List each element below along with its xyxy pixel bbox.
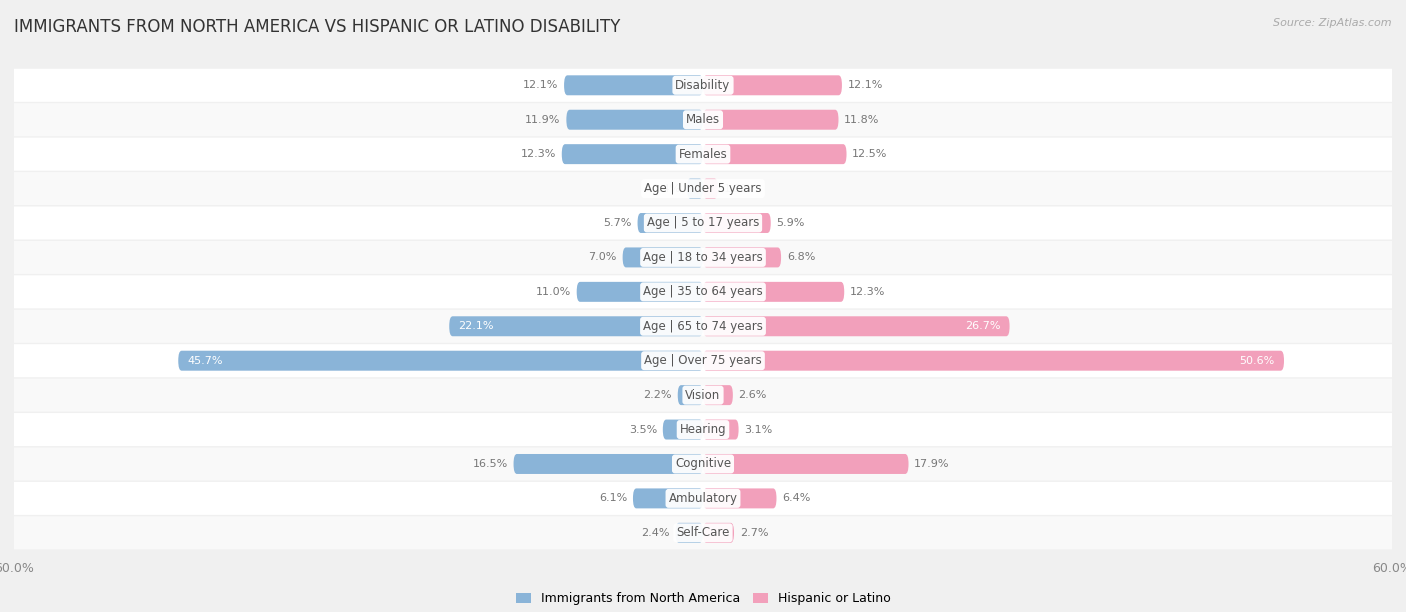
FancyBboxPatch shape (562, 144, 703, 164)
FancyBboxPatch shape (637, 213, 703, 233)
Legend: Immigrants from North America, Hispanic or Latino: Immigrants from North America, Hispanic … (516, 592, 890, 605)
FancyBboxPatch shape (3, 69, 1403, 102)
FancyBboxPatch shape (3, 482, 1403, 515)
Text: Disability: Disability (675, 79, 731, 92)
Text: Age | 18 to 34 years: Age | 18 to 34 years (643, 251, 763, 264)
FancyBboxPatch shape (3, 241, 1403, 274)
FancyBboxPatch shape (703, 75, 842, 95)
Text: 12.5%: 12.5% (852, 149, 887, 159)
FancyBboxPatch shape (703, 420, 738, 439)
Text: Self-Care: Self-Care (676, 526, 730, 539)
Text: Age | Over 75 years: Age | Over 75 years (644, 354, 762, 367)
Text: Vision: Vision (685, 389, 721, 401)
FancyBboxPatch shape (688, 179, 703, 198)
Text: 6.8%: 6.8% (787, 252, 815, 263)
Text: Age | 65 to 74 years: Age | 65 to 74 years (643, 320, 763, 333)
FancyBboxPatch shape (703, 179, 718, 198)
Text: 5.9%: 5.9% (776, 218, 804, 228)
FancyBboxPatch shape (703, 247, 782, 267)
Text: 26.7%: 26.7% (965, 321, 1001, 331)
Text: Age | 35 to 64 years: Age | 35 to 64 years (643, 285, 763, 298)
Text: 6.4%: 6.4% (782, 493, 811, 504)
FancyBboxPatch shape (703, 523, 734, 543)
Text: Source: ZipAtlas.com: Source: ZipAtlas.com (1274, 18, 1392, 28)
FancyBboxPatch shape (450, 316, 703, 336)
Text: 1.4%: 1.4% (652, 184, 681, 193)
FancyBboxPatch shape (703, 351, 1284, 371)
Text: 1.3%: 1.3% (724, 184, 752, 193)
Text: 6.1%: 6.1% (599, 493, 627, 504)
Text: Cognitive: Cognitive (675, 458, 731, 471)
Text: 11.9%: 11.9% (526, 114, 561, 125)
FancyBboxPatch shape (3, 344, 1403, 377)
Text: Hearing: Hearing (679, 423, 727, 436)
FancyBboxPatch shape (3, 447, 1403, 480)
Text: 7.0%: 7.0% (589, 252, 617, 263)
FancyBboxPatch shape (3, 517, 1403, 550)
FancyBboxPatch shape (678, 385, 703, 405)
FancyBboxPatch shape (703, 316, 1010, 336)
Text: 2.6%: 2.6% (738, 390, 766, 400)
Text: Age | 5 to 17 years: Age | 5 to 17 years (647, 217, 759, 230)
Text: 12.3%: 12.3% (520, 149, 555, 159)
FancyBboxPatch shape (179, 351, 703, 371)
FancyBboxPatch shape (3, 310, 1403, 343)
Text: 3.5%: 3.5% (628, 425, 657, 435)
Text: 2.7%: 2.7% (740, 528, 768, 538)
Text: 12.1%: 12.1% (848, 80, 883, 91)
FancyBboxPatch shape (3, 103, 1403, 136)
Text: Males: Males (686, 113, 720, 126)
Text: IMMIGRANTS FROM NORTH AMERICA VS HISPANIC OR LATINO DISABILITY: IMMIGRANTS FROM NORTH AMERICA VS HISPANI… (14, 18, 620, 36)
FancyBboxPatch shape (675, 523, 703, 543)
Text: 12.3%: 12.3% (851, 287, 886, 297)
Text: 45.7%: 45.7% (187, 356, 224, 366)
Text: 12.1%: 12.1% (523, 80, 558, 91)
Text: Age | Under 5 years: Age | Under 5 years (644, 182, 762, 195)
Text: 11.8%: 11.8% (844, 114, 880, 125)
FancyBboxPatch shape (3, 275, 1403, 308)
Text: 5.7%: 5.7% (603, 218, 631, 228)
Text: 16.5%: 16.5% (472, 459, 508, 469)
Text: 50.6%: 50.6% (1240, 356, 1275, 366)
FancyBboxPatch shape (564, 75, 703, 95)
Text: 17.9%: 17.9% (914, 459, 950, 469)
Text: 3.1%: 3.1% (744, 425, 772, 435)
FancyBboxPatch shape (703, 488, 776, 509)
FancyBboxPatch shape (3, 206, 1403, 239)
FancyBboxPatch shape (703, 385, 733, 405)
FancyBboxPatch shape (3, 138, 1403, 171)
Text: 2.4%: 2.4% (641, 528, 669, 538)
Text: Ambulatory: Ambulatory (668, 492, 738, 505)
FancyBboxPatch shape (703, 213, 770, 233)
FancyBboxPatch shape (703, 454, 908, 474)
FancyBboxPatch shape (633, 488, 703, 509)
FancyBboxPatch shape (3, 172, 1403, 205)
FancyBboxPatch shape (703, 282, 844, 302)
FancyBboxPatch shape (3, 413, 1403, 446)
FancyBboxPatch shape (513, 454, 703, 474)
FancyBboxPatch shape (703, 144, 846, 164)
FancyBboxPatch shape (3, 379, 1403, 412)
FancyBboxPatch shape (703, 110, 838, 130)
Text: 22.1%: 22.1% (458, 321, 494, 331)
Text: 11.0%: 11.0% (536, 287, 571, 297)
FancyBboxPatch shape (567, 110, 703, 130)
FancyBboxPatch shape (662, 420, 703, 439)
Text: 2.2%: 2.2% (644, 390, 672, 400)
Text: Females: Females (679, 147, 727, 160)
FancyBboxPatch shape (576, 282, 703, 302)
FancyBboxPatch shape (623, 247, 703, 267)
